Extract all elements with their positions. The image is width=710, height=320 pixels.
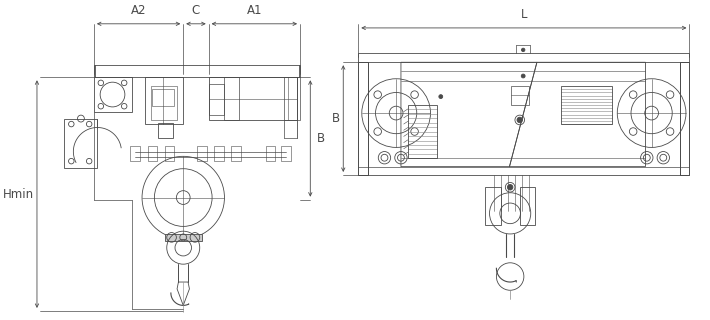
Bar <box>520 187 535 225</box>
Circle shape <box>521 48 525 52</box>
Bar <box>284 77 300 120</box>
Bar <box>231 146 241 161</box>
Bar <box>151 86 177 120</box>
Circle shape <box>521 74 525 78</box>
Bar <box>153 89 175 106</box>
Text: L: L <box>520 8 527 21</box>
Text: Hmin: Hmin <box>2 188 33 201</box>
Bar <box>165 234 202 241</box>
Bar <box>281 146 291 161</box>
Circle shape <box>439 95 443 99</box>
Bar <box>408 105 437 158</box>
Bar <box>510 86 529 105</box>
Bar <box>146 77 183 124</box>
Bar <box>131 146 140 161</box>
Bar <box>209 84 224 115</box>
Bar <box>359 62 368 175</box>
Bar <box>165 146 175 161</box>
Bar <box>359 53 689 62</box>
Bar <box>158 123 173 138</box>
Bar <box>209 77 297 120</box>
Bar <box>266 146 275 161</box>
Polygon shape <box>177 282 190 305</box>
Circle shape <box>517 117 523 123</box>
Bar <box>679 62 689 175</box>
Text: B: B <box>332 112 340 125</box>
Bar <box>561 86 613 124</box>
Bar <box>94 77 132 112</box>
Text: A1: A1 <box>246 4 262 17</box>
Bar <box>65 119 97 168</box>
Text: B: B <box>317 132 325 145</box>
Bar <box>486 187 501 225</box>
Text: A2: A2 <box>131 4 146 17</box>
Bar <box>197 146 207 161</box>
Text: C: C <box>192 4 200 17</box>
Bar <box>224 77 239 120</box>
Bar <box>214 146 224 161</box>
Bar <box>94 65 300 77</box>
Bar <box>148 146 157 161</box>
Circle shape <box>508 185 513 190</box>
